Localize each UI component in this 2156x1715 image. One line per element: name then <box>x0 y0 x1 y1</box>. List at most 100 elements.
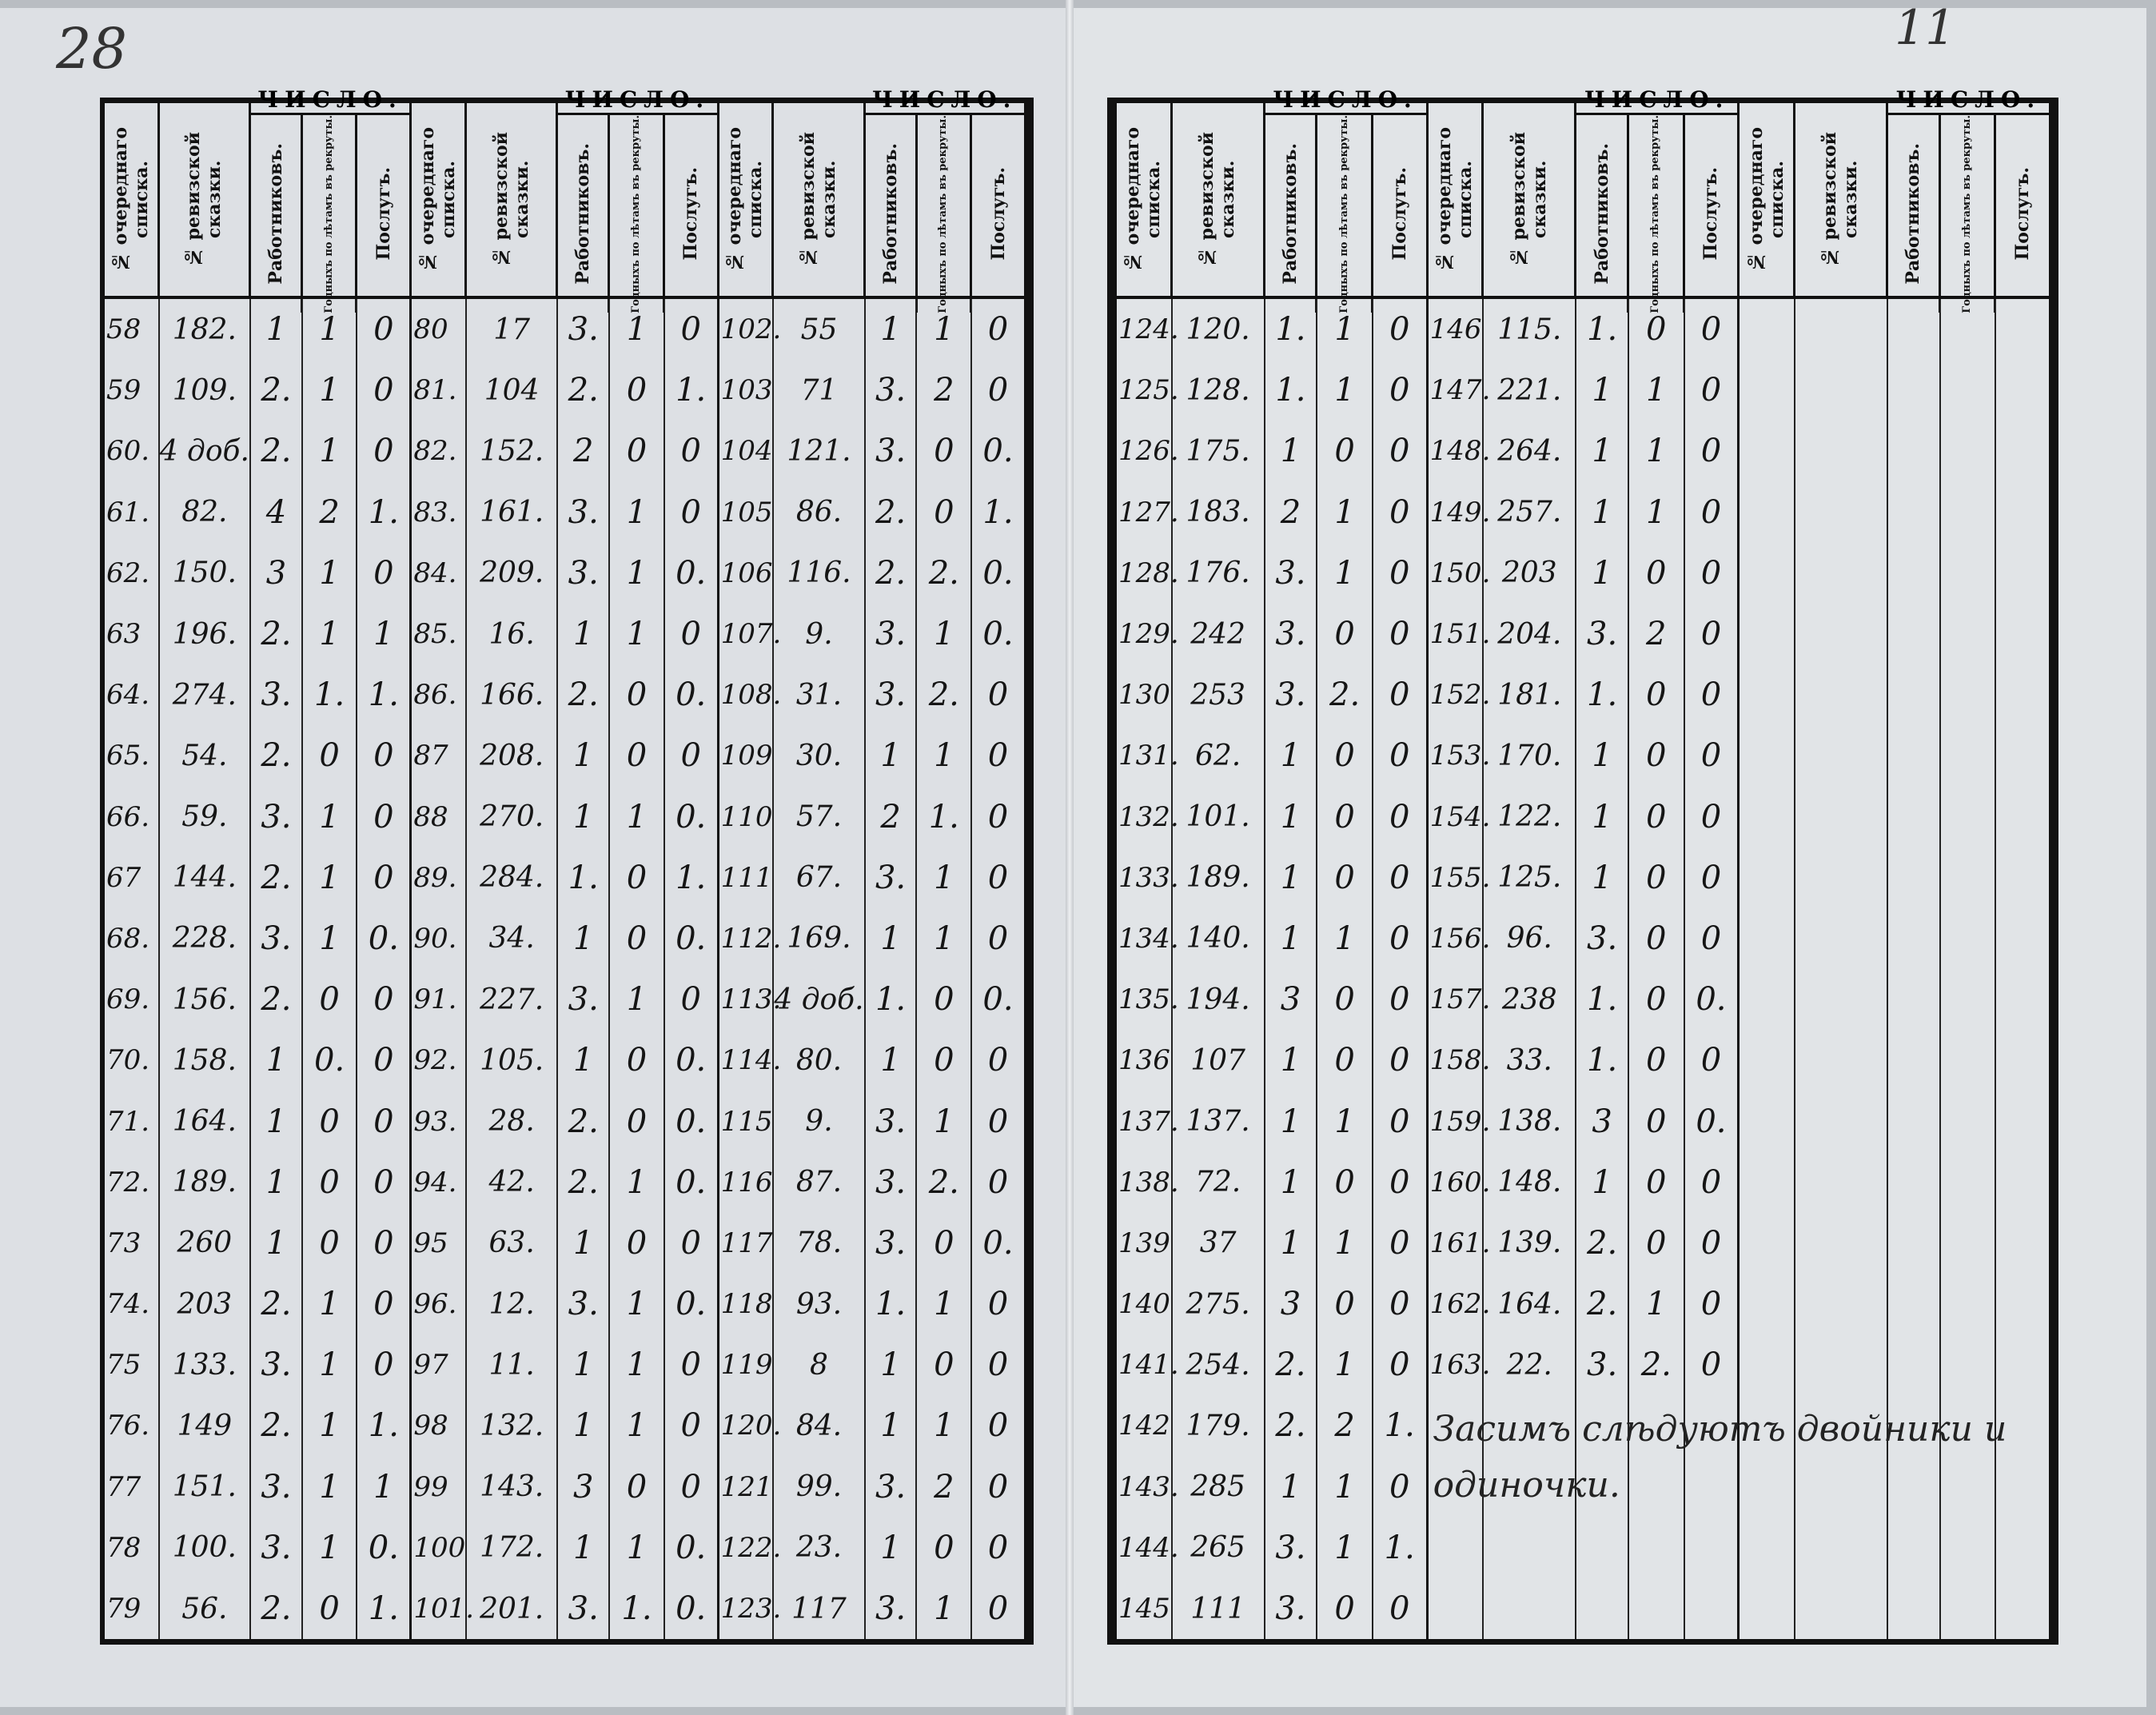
services-cell: 0 <box>373 798 394 836</box>
fit-recruits-cell: 1 <box>303 603 358 665</box>
revision-no-cell: 203 <box>160 1274 252 1335</box>
table-row: 106 116. 2. 2. 0. <box>719 542 1024 604</box>
fit-recruits-cell <box>1941 725 1997 787</box>
table-row: 136 107 1 0 0 <box>1117 1030 1426 1091</box>
workers-cell: 1 <box>866 1517 918 1578</box>
list-no-cell <box>1429 1456 1484 1518</box>
table-row: 80 17 3. 1 0 <box>412 299 716 361</box>
services-cell: 0 <box>1389 554 1410 592</box>
list-no-cell: 127. <box>1117 481 1179 543</box>
fit-recruits-cell: 1 <box>610 969 665 1031</box>
workers-cell: 3. <box>866 1212 918 1274</box>
revision-no-cell: 17 <box>467 299 559 361</box>
table-row: 76. 149 2. 1 1. <box>105 1395 409 1457</box>
fit-recruits-cell: 0 <box>1317 1577 1373 1640</box>
table-row: 152. 181. 1. 0 0 <box>1429 664 1738 726</box>
fit-recruits-cell: 1 <box>1629 421 1685 482</box>
workers-cell: 1. <box>1265 360 1318 421</box>
workers-cell: 3. <box>558 481 611 543</box>
list-no-cell <box>1740 847 1795 908</box>
list-no-cell: 120. <box>719 1395 781 1457</box>
fit-recruits-cell: 0 <box>1317 421 1373 482</box>
list-no-cell <box>1740 1456 1795 1518</box>
services-cell: 0 <box>1389 493 1410 531</box>
fit-recruits-cell <box>1941 847 1997 908</box>
fit-recruits-cell: 0 <box>610 421 665 482</box>
services-cell: 0 <box>373 1042 394 1079</box>
workers-cell: 2. <box>1576 1274 1629 1335</box>
workers-cell: 1 <box>558 1395 611 1457</box>
table-row <box>1740 907 2049 970</box>
fit-recruits-cell: 0 <box>303 969 358 1031</box>
column-group: № очереднаго списка. № ревизской сказки.… <box>412 86 719 1640</box>
revision-no-cell: 161. <box>467 481 559 543</box>
fit-recruits-cell <box>1941 1577 1997 1640</box>
table-row: 132. 101. 1 0 0 <box>1117 786 1426 848</box>
fit-recruits-cell: 1 <box>610 542 665 604</box>
workers-cell: 3. <box>1576 1334 1629 1396</box>
fit-recruits-cell: 1 <box>610 786 665 848</box>
revision-no-cell <box>1795 907 1888 970</box>
services-cell <box>1996 482 2049 543</box>
workers-cell: 1 <box>1265 1212 1318 1274</box>
header-label: № очереднаго списка. <box>724 127 767 272</box>
workers-cell: 1 <box>866 1334 918 1396</box>
list-no-cell: 133. <box>1117 847 1179 908</box>
page-number-right: 11 <box>1895 0 1956 56</box>
header-revision-no: № ревизской сказки. <box>160 103 252 296</box>
fit-recruits-cell: 0 <box>1317 1274 1373 1335</box>
fit-recruits-cell <box>1941 1274 1997 1335</box>
list-no-cell <box>1429 1517 1484 1578</box>
services-cell: 0 <box>373 1103 394 1140</box>
services-cell: 0 <box>373 554 394 592</box>
services-cell: 0 <box>373 1286 394 1323</box>
fit-recruits-cell <box>1941 664 1997 726</box>
list-no-cell: 59 <box>105 360 160 421</box>
list-no-cell: 105 <box>719 481 775 543</box>
fit-recruits-cell: 1 <box>1629 481 1685 543</box>
services-cell: 1. <box>1384 1529 1415 1566</box>
header-list-no: № очереднаго списка. <box>1740 103 1795 296</box>
table-row: 89. 284. 1. 0 1. <box>412 847 716 908</box>
workers-cell <box>1888 481 1941 543</box>
table-row <box>1740 421 2049 482</box>
revision-no-cell: 133. <box>160 1334 252 1396</box>
list-no-cell: 146 <box>1429 299 1484 361</box>
workers-cell: 1 <box>251 1212 303 1274</box>
list-no-cell: 163. <box>1429 1334 1490 1396</box>
table-row: 141. 254. 2. 1 0 <box>1117 1334 1426 1396</box>
revision-no-cell: 109. <box>160 360 252 421</box>
services-cell: 0 <box>1389 737 1410 775</box>
fit-recruits-cell: 1 <box>303 1395 358 1457</box>
table-row <box>1740 664 2049 726</box>
services-cell <box>1996 1518 2049 1578</box>
workers-cell: 2. <box>558 360 611 421</box>
revision-no-cell: 57. <box>774 786 866 848</box>
table-row: 142 179. 2. 2 1. <box>1117 1395 1426 1457</box>
header-number-title: ЧИСЛО. <box>251 86 410 115</box>
list-no-cell: 115 <box>719 1091 775 1152</box>
list-no-cell: 106 <box>719 542 775 604</box>
workers-cell: 3 <box>1265 1274 1318 1335</box>
table-row <box>1740 542 2049 604</box>
list-no-cell: 156. <box>1429 907 1490 970</box>
ledger-table-right: № очереднаго списка. № ревизской сказки.… <box>1107 86 2058 1645</box>
list-no-cell: 80 <box>412 299 467 361</box>
table-row <box>1740 360 2049 421</box>
table-row: 75 133. 3. 1 0 <box>105 1334 409 1396</box>
table-row: 113. 4 доб. 1. 0 0. <box>719 969 1024 1031</box>
workers-cell: 2. <box>866 481 918 543</box>
workers-cell: 2. <box>251 1395 303 1457</box>
list-no-cell: 123. <box>719 1577 781 1640</box>
table-row <box>1740 969 2049 1031</box>
revision-no-cell: 99. <box>774 1456 866 1518</box>
list-no-cell: 137. <box>1117 1091 1179 1152</box>
table-row: 146 115. 1. 0 0 <box>1429 299 1738 361</box>
column-header: № очереднаго списка. № ревизской сказки.… <box>1117 86 1426 313</box>
fit-recruits-cell: 0 <box>1629 664 1685 726</box>
services-cell: 0 <box>987 1346 1009 1384</box>
left-page <box>0 8 1067 1707</box>
workers-cell: 3. <box>866 1456 918 1518</box>
workers-cell: 1 <box>1265 1456 1318 1518</box>
table-row: 129. 242 3. 0 0 <box>1117 603 1426 665</box>
